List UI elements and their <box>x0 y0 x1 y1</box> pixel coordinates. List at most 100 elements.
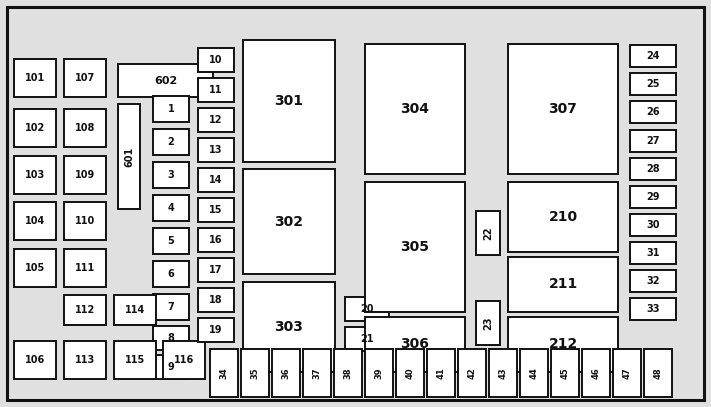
Text: 43: 43 <box>498 367 508 379</box>
Text: 303: 303 <box>274 320 304 334</box>
Bar <box>198 258 234 282</box>
Bar <box>272 349 300 397</box>
Bar <box>114 295 156 325</box>
Text: 108: 108 <box>75 123 95 133</box>
Text: 105: 105 <box>25 263 45 273</box>
Bar <box>489 349 517 397</box>
Bar <box>118 64 213 97</box>
Bar <box>476 301 500 345</box>
Text: 30: 30 <box>646 220 660 230</box>
Bar <box>365 317 465 372</box>
Text: 42: 42 <box>468 367 476 379</box>
Bar <box>630 242 676 264</box>
Text: 13: 13 <box>209 145 223 155</box>
Bar <box>508 317 618 372</box>
Text: 28: 28 <box>646 164 660 174</box>
Bar <box>14 202 56 240</box>
Text: 26: 26 <box>646 107 660 117</box>
Text: 104: 104 <box>25 216 45 226</box>
Bar <box>198 288 234 312</box>
Bar <box>64 249 106 287</box>
Bar <box>163 341 205 379</box>
Text: 46: 46 <box>592 367 601 379</box>
Bar <box>508 257 618 312</box>
Bar <box>630 130 676 152</box>
Bar <box>520 349 548 397</box>
Text: 34: 34 <box>220 367 228 379</box>
Text: 35: 35 <box>250 367 260 379</box>
Bar <box>153 294 189 320</box>
Bar <box>345 327 389 351</box>
Text: 36: 36 <box>282 367 291 379</box>
Bar <box>396 349 424 397</box>
Bar <box>365 349 393 397</box>
Bar <box>303 349 331 397</box>
Bar <box>114 341 156 379</box>
Text: 23: 23 <box>483 316 493 330</box>
Text: 112: 112 <box>75 305 95 315</box>
Bar <box>14 156 56 194</box>
Bar <box>198 168 234 192</box>
Bar <box>243 40 335 162</box>
Text: 210: 210 <box>548 210 577 224</box>
Bar <box>198 228 234 252</box>
Text: 10: 10 <box>209 55 223 65</box>
Text: 8: 8 <box>168 333 174 343</box>
Bar <box>582 349 610 397</box>
Text: 15: 15 <box>209 205 223 215</box>
Text: 14: 14 <box>209 175 223 185</box>
Text: 102: 102 <box>25 123 45 133</box>
Bar <box>630 298 676 320</box>
Text: 21: 21 <box>360 334 374 344</box>
Bar <box>630 158 676 180</box>
Text: 48: 48 <box>653 367 663 379</box>
Text: 3: 3 <box>168 170 174 180</box>
Bar <box>14 109 56 147</box>
Text: 39: 39 <box>375 367 383 379</box>
Bar <box>198 108 234 132</box>
Bar <box>334 349 362 397</box>
Bar <box>153 326 189 350</box>
Text: 601: 601 <box>124 147 134 166</box>
Text: 114: 114 <box>125 305 145 315</box>
Bar <box>153 355 189 379</box>
Bar <box>153 96 189 122</box>
Bar <box>198 78 234 102</box>
Text: 1: 1 <box>168 104 174 114</box>
Text: 40: 40 <box>405 367 415 379</box>
Text: 101: 101 <box>25 73 45 83</box>
Bar <box>210 349 238 397</box>
Text: 7: 7 <box>168 302 174 312</box>
Text: 18: 18 <box>209 295 223 305</box>
Bar <box>613 349 641 397</box>
Text: 302: 302 <box>274 214 304 228</box>
Text: 37: 37 <box>313 367 321 379</box>
Bar <box>198 198 234 222</box>
Bar <box>14 59 56 97</box>
Bar <box>153 129 189 155</box>
Text: 211: 211 <box>548 278 577 291</box>
Text: 602: 602 <box>154 76 177 85</box>
Bar <box>198 318 234 342</box>
Text: 301: 301 <box>274 94 304 108</box>
Bar <box>64 156 106 194</box>
Text: 106: 106 <box>25 355 45 365</box>
Bar <box>365 44 465 174</box>
Bar <box>153 261 189 287</box>
Text: 305: 305 <box>400 240 429 254</box>
Text: 20: 20 <box>360 304 374 314</box>
Text: 111: 111 <box>75 263 95 273</box>
Text: 11: 11 <box>209 85 223 95</box>
Text: 16: 16 <box>209 235 223 245</box>
Bar <box>241 349 269 397</box>
Bar <box>551 349 579 397</box>
Text: 110: 110 <box>75 216 95 226</box>
Text: 47: 47 <box>623 367 631 379</box>
Text: 103: 103 <box>25 170 45 180</box>
Bar <box>630 270 676 292</box>
Bar <box>630 101 676 123</box>
Bar <box>365 182 465 312</box>
Text: 12: 12 <box>209 115 223 125</box>
Bar <box>427 349 455 397</box>
Bar <box>630 45 676 67</box>
